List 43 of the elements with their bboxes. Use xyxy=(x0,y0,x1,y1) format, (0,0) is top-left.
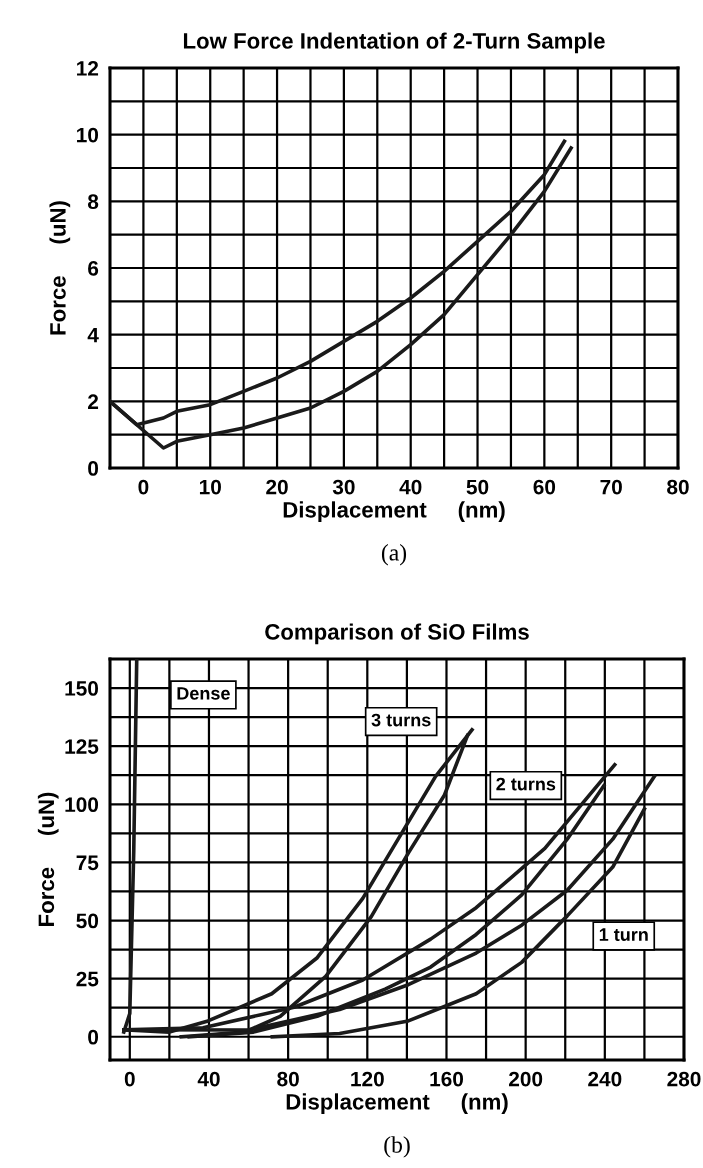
series-label: 3 turns xyxy=(371,713,431,727)
x-tick-label: 120 xyxy=(351,1071,384,1087)
chart-title: Low Force Indentation of 2-Turn Sample xyxy=(183,32,605,54)
x-tick-label: 50 xyxy=(466,479,489,495)
x-tick-label: 40 xyxy=(399,479,422,495)
x-tick-label: 280 xyxy=(667,1071,701,1087)
y-tick-label: 4 xyxy=(87,327,99,343)
x-tick-label: 80 xyxy=(277,1071,299,1087)
y-tick-label: 0 xyxy=(88,1029,99,1045)
text: 1 turn xyxy=(599,928,648,941)
y-tick-label: 50 xyxy=(76,913,99,929)
y-tick-label: 75 xyxy=(76,855,99,871)
chart-title: Comparison of SiO Films xyxy=(265,623,529,645)
x-axis-title: Displacement (nm) xyxy=(286,1093,508,1115)
x-tick-label: 10 xyxy=(199,479,221,495)
x-tick-label: 60 xyxy=(533,479,556,495)
x-tick-label: 200 xyxy=(509,1071,543,1087)
series-label: 2 turns xyxy=(496,777,556,791)
x-axis-title: Displacement (nm) xyxy=(283,501,505,523)
y-tick-label: 10 xyxy=(77,127,99,143)
x-tick-label: 80 xyxy=(667,479,689,495)
y-tick-label: 12 xyxy=(77,61,99,76)
y-tick-label: 2 xyxy=(88,394,99,409)
x-tick-label: 70 xyxy=(600,479,622,495)
y-tick-label: 25 xyxy=(76,971,99,987)
y-tick-label: 125 xyxy=(65,739,99,754)
text: (a) xyxy=(381,544,407,566)
x-tick-label: 0 xyxy=(124,1071,135,1087)
y-axis-title: Force (uN) xyxy=(49,201,71,335)
x-tick-label: 240 xyxy=(588,1071,622,1087)
y-tick-label: 8 xyxy=(87,194,99,210)
y-tick-label: 0 xyxy=(88,461,99,476)
text: (b) xyxy=(384,1136,410,1158)
x-tick-label: 30 xyxy=(332,479,355,495)
text: Dense xyxy=(177,687,230,700)
x-tick-label: 20 xyxy=(266,479,288,495)
x-tick-label: 40 xyxy=(197,1071,220,1087)
y-axis-title: Force (uN) xyxy=(37,792,59,926)
y-tick-label: 100 xyxy=(65,797,99,813)
y-tick-label: 150 xyxy=(65,681,99,696)
x-tick-label: 0 xyxy=(138,479,149,495)
y-tick-label: 6 xyxy=(88,261,99,276)
x-tick-label: 160 xyxy=(430,1071,464,1087)
